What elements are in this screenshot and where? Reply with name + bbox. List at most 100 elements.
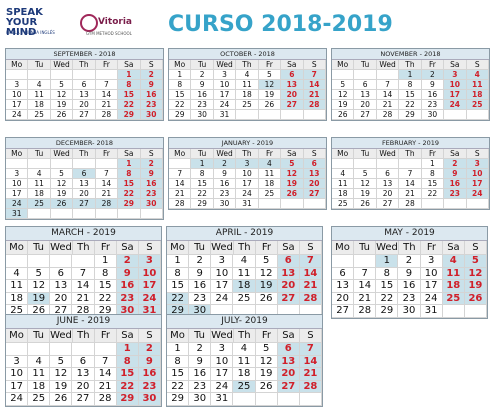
day: 17 [466, 179, 489, 189]
day: 31 [6, 209, 29, 219]
day: 22 [167, 292, 190, 305]
week-row: 8 9 10 11 12 13 14 [169, 80, 326, 90]
weekday: S [140, 60, 163, 70]
day: 15 [167, 280, 190, 293]
day: 11 [466, 80, 489, 90]
day: 8 [167, 267, 190, 280]
day: 15 [94, 280, 117, 293]
day: 26 [281, 189, 304, 199]
day: 30 [398, 305, 421, 318]
day [50, 209, 74, 219]
week-row: 22 23 24 25 26 27 28 [167, 292, 322, 305]
day: 1 [118, 70, 141, 80]
day: 12 [50, 179, 74, 189]
day: 27 [73, 199, 96, 209]
day: 28 [299, 292, 322, 305]
week-row: 18 19 20 21 22 23 24 [332, 189, 489, 199]
day: 23 [213, 189, 237, 199]
month-calendar: SEPTEMBER - 2018 Mo Tu Wed Th Fr Sa S 1 2 3 4 5 6 7 8 9 1… [5, 48, 164, 121]
day: 12 [354, 179, 377, 189]
weekday: Tu [28, 241, 51, 255]
day: 8 [169, 80, 192, 90]
weekday: Tu [28, 329, 51, 343]
weekday: Tu [354, 60, 377, 70]
week-row: 10 11 12 13 14 15 16 [6, 368, 161, 381]
month-calendar: DECEMBER- 2018 Mo Tu Wed Th Fr Sa S 1 2 3 4 5 6 7 8 9 10 1… [5, 137, 164, 220]
school: Vitoria [98, 17, 132, 27]
day: 2 [398, 255, 421, 268]
day: 29 [116, 393, 139, 406]
day: 19 [50, 100, 74, 110]
day: 19 [258, 90, 282, 100]
weekday: Wed [50, 149, 74, 159]
month-calendar: OCTOBER - 2018 Mo Tu Wed Th Fr Sa S 1 2 3 4 5 6 7 8 9 10 1… [168, 48, 327, 121]
day: 18 [332, 189, 355, 199]
day [281, 199, 304, 209]
day: 19 [354, 189, 377, 199]
day: 21 [354, 292, 377, 305]
day: 3 [6, 80, 29, 90]
weekday: Th [236, 60, 259, 70]
day: 13 [376, 179, 400, 189]
day [50, 159, 74, 169]
day: 7 [399, 169, 422, 179]
day: 17 [6, 100, 29, 110]
day: 12 [281, 169, 304, 179]
weekday: Wed [376, 60, 400, 70]
day: 4 [332, 169, 355, 179]
weekday: Th [233, 241, 256, 255]
day: 18 [28, 189, 51, 199]
day: 22 [421, 189, 445, 199]
weekday: Mo [6, 149, 29, 159]
day: 23 [116, 292, 139, 305]
day [95, 209, 119, 219]
week-row: 10 11 12 13 14 15 16 [6, 179, 163, 189]
day: 27 [277, 380, 300, 393]
day: 1 [399, 70, 422, 80]
day: 2 [191, 70, 214, 80]
day: 8 [399, 80, 422, 90]
day: 10 [6, 368, 29, 381]
day: 30 [213, 199, 237, 209]
day [255, 393, 278, 406]
day: 1 [376, 255, 399, 268]
day: 28 [376, 110, 400, 120]
weekday: Fr [421, 60, 445, 70]
day: 17 [6, 380, 29, 393]
day [258, 199, 282, 209]
day: 4 [28, 80, 51, 90]
day: 12 [50, 90, 74, 100]
day [464, 305, 487, 318]
weekday: Mo [169, 149, 192, 159]
weekday: Sa [118, 149, 141, 159]
day [421, 199, 445, 209]
day: 13 [277, 355, 300, 368]
weekday: Wed [376, 149, 400, 159]
day: 13 [354, 90, 377, 100]
day [444, 110, 467, 120]
month-title: OCTOBER - 2018 [169, 49, 326, 60]
day: 16 [213, 179, 237, 189]
weekday-row: Mo Tu Wed Th Fr Sa S [169, 149, 326, 159]
day: 15 [118, 179, 141, 189]
day: 22 [169, 100, 192, 110]
day: 4 [466, 70, 489, 80]
week-row: 24 25 26 27 28 29 30 [6, 110, 163, 120]
day: 27 [281, 100, 304, 110]
day [28, 209, 51, 219]
day [466, 199, 489, 209]
day: 21 [376, 100, 400, 110]
day: 8 [376, 267, 399, 280]
day: 16 [189, 280, 212, 293]
day [50, 255, 73, 268]
month-title: NOVEMBER - 2018 [332, 49, 489, 60]
day: 28 [303, 100, 326, 110]
week-row: 15 16 17 18 19 20 21 [169, 90, 326, 100]
day: 6 [50, 267, 73, 280]
day: 14 [354, 280, 377, 293]
month-title: FEBRUARY - 2019 [332, 138, 489, 149]
weekday: Tu [191, 149, 214, 159]
